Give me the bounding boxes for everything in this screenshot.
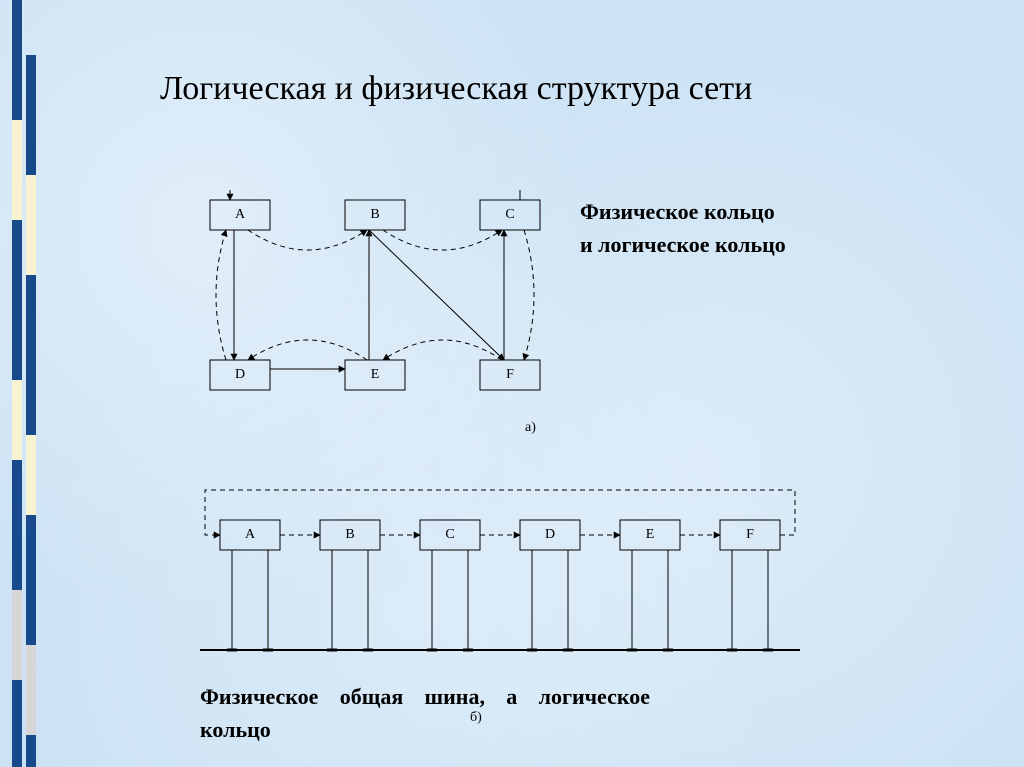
node-label-E: E — [646, 527, 655, 542]
node-label-F: F — [506, 367, 514, 382]
node-label-B: B — [370, 207, 379, 222]
node-label-B: B — [345, 527, 354, 542]
diagram-b: A B C D E F — [200, 480, 840, 670]
node-label-D: D — [235, 367, 245, 382]
sidebar-stripes — [0, 0, 40, 767]
logical-return — [205, 490, 795, 535]
edge-C-A — [230, 190, 520, 200]
node-label-E: E — [371, 367, 380, 382]
dashed-C-F — [524, 230, 534, 360]
diagram-a: A B C D E F — [200, 190, 560, 415]
dashed-A-B — [248, 230, 367, 250]
node-label-D: D — [545, 527, 555, 542]
dashed-B-C — [383, 230, 502, 250]
diagram-a-annotation: Физическое кольцои логическое кольцо — [580, 195, 786, 261]
dashed-D-A — [216, 230, 226, 360]
node-label-A: A — [245, 527, 256, 542]
dashed-F-E — [383, 340, 502, 360]
node-label-C: C — [445, 527, 454, 542]
node-label-A: A — [235, 207, 246, 222]
dashed-E-D — [248, 340, 367, 360]
node-label-C: C — [505, 207, 514, 222]
diagram-b-label: б) — [470, 710, 482, 726]
page-title: Логическая и физическая структура сети — [160, 70, 752, 108]
diagram-a-label: а) — [525, 420, 536, 436]
diagram-b-caption: Физическое общая шина, а логическое коль… — [200, 680, 650, 746]
node-label-F: F — [746, 527, 754, 542]
